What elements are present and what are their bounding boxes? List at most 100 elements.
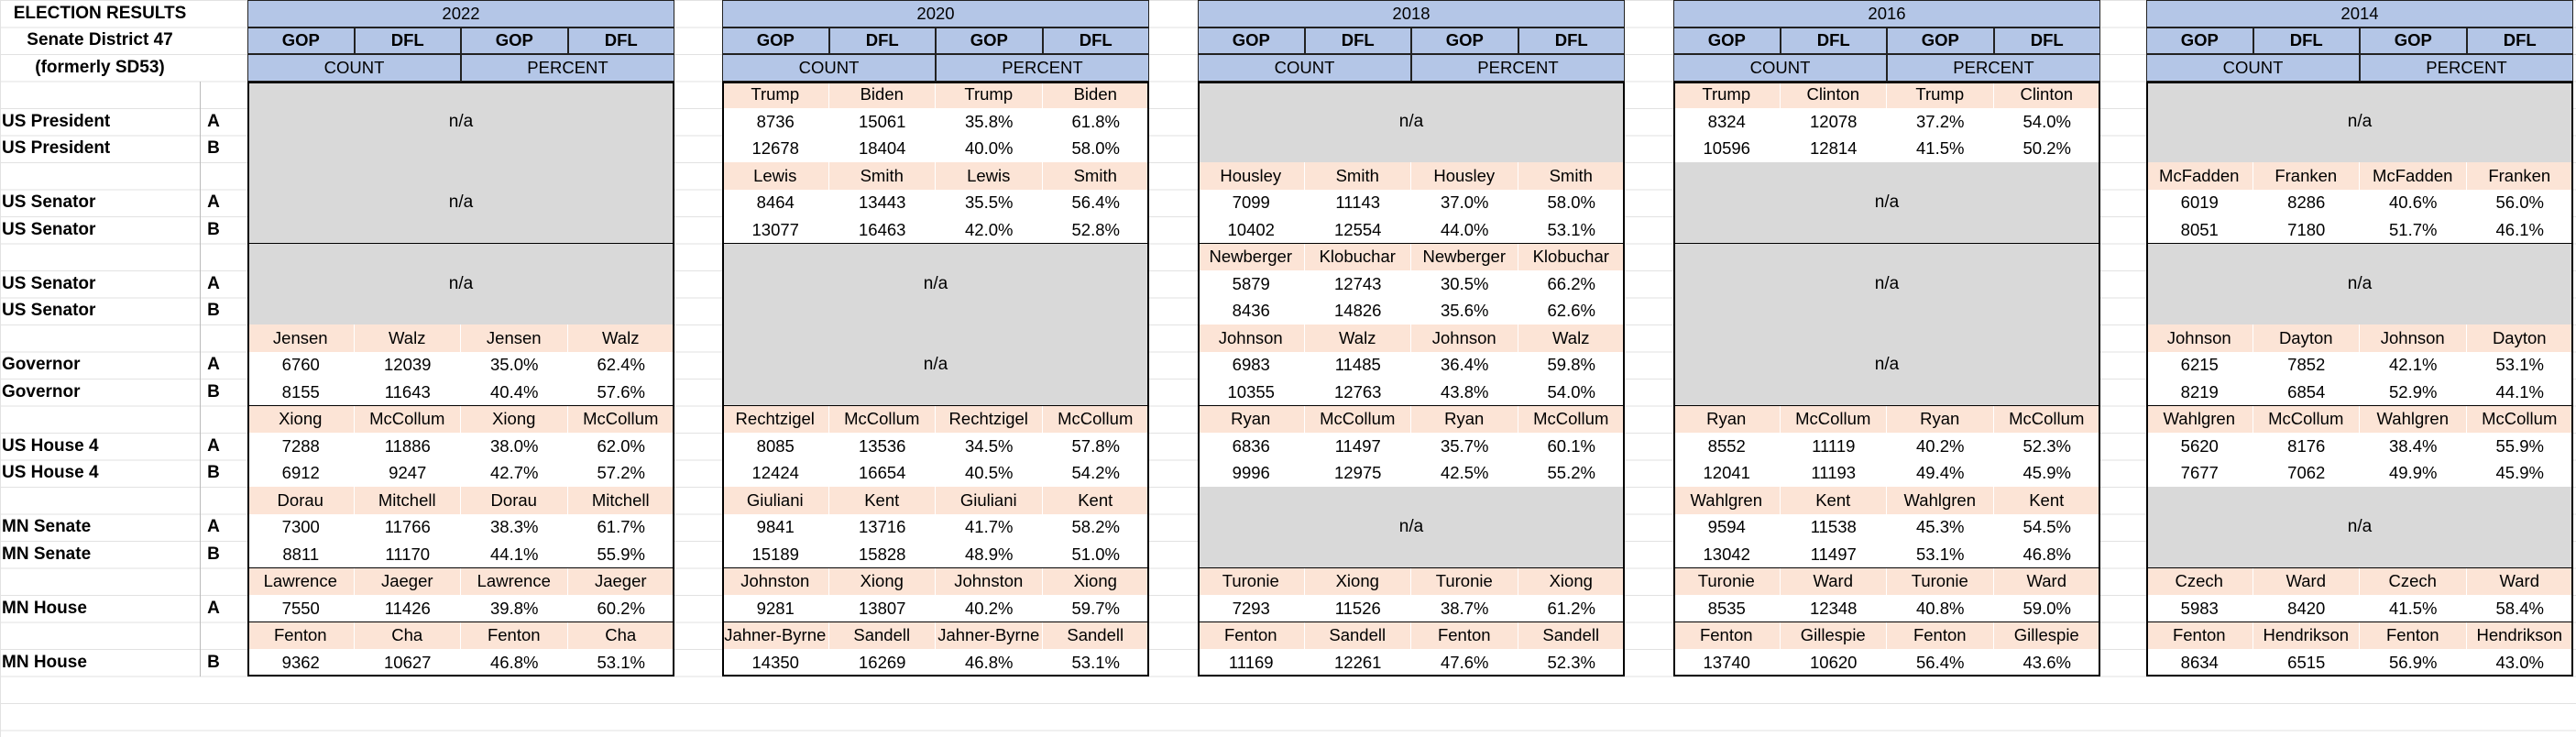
candidate-name[interactable]: Kent — [1993, 487, 2100, 514]
year-header[interactable]: 2022 — [247, 0, 674, 28]
candidate-name[interactable]: Mitchell — [567, 487, 674, 514]
result-value[interactable]: 12554 — [1304, 216, 1411, 244]
result-value[interactable]: 11170 — [354, 541, 461, 568]
candidate-name[interactable]: Biden — [828, 81, 936, 108]
subdistrict-label[interactable]: A — [207, 435, 220, 456]
result-value[interactable]: 45.9% — [2466, 459, 2573, 487]
candidate-name[interactable]: McCollum — [567, 405, 674, 433]
result-value[interactable]: 11497 — [1304, 433, 1411, 460]
not-available-cell[interactable]: n/a — [247, 243, 674, 324]
result-value[interactable]: 45.9% — [1993, 459, 2100, 487]
gop-header[interactable]: GOP — [1887, 27, 1994, 54]
result-value[interactable]: 12039 — [354, 351, 461, 379]
result-value[interactable]: 10620 — [1780, 649, 1887, 676]
result-value[interactable]: 53.1% — [1887, 541, 1994, 568]
result-value[interactable]: 51.7% — [2360, 216, 2467, 244]
candidate-name[interactable]: Fenton — [2146, 622, 2253, 649]
candidate-name[interactable]: Johnson — [1198, 324, 1305, 352]
result-value[interactable]: 6836 — [1198, 433, 1305, 460]
result-value[interactable]: 12814 — [1780, 135, 1887, 162]
result-value[interactable]: 59.0% — [1993, 595, 2100, 622]
gop-header[interactable]: GOP — [722, 27, 829, 54]
result-value[interactable]: 13042 — [1673, 541, 1781, 568]
result-value[interactable]: 42.5% — [1411, 459, 1518, 487]
sheet-title-line[interactable]: (formerly SD53) — [35, 57, 165, 77]
office-label[interactable]: US Senator — [2, 273, 96, 293]
result-value[interactable]: 11643 — [354, 379, 461, 406]
candidate-name[interactable]: Lewis — [936, 162, 1043, 190]
candidate-name[interactable]: Xiong — [247, 405, 355, 433]
result-value[interactable]: 57.2% — [567, 459, 674, 487]
result-value[interactable]: 58.2% — [1042, 513, 1149, 541]
dfl-header[interactable]: DFL — [1042, 27, 1149, 54]
not-available-cell[interactable]: n/a — [1198, 81, 1625, 162]
candidate-name[interactable]: Mitchell — [354, 487, 461, 514]
result-value[interactable]: 53.1% — [1042, 649, 1149, 676]
result-value[interactable]: 36.4% — [1411, 351, 1518, 379]
result-value[interactable]: 52.9% — [2360, 379, 2467, 406]
candidate-name[interactable]: Cha — [354, 622, 461, 649]
percent-header[interactable]: PERCENT — [1887, 54, 2100, 82]
not-available-cell[interactable]: n/a — [247, 81, 674, 162]
candidate-name[interactable]: Xiong — [1518, 567, 1625, 595]
candidate-name[interactable]: Ryan — [1887, 405, 1994, 433]
candidate-name[interactable]: Franken — [2466, 162, 2573, 190]
sheet-title-line[interactable]: Senate District 47 — [27, 30, 173, 50]
candidate-name[interactable]: Xiong — [1042, 567, 1149, 595]
candidate-name[interactable]: Cha — [567, 622, 674, 649]
candidate-name[interactable]: Rechtzigel — [722, 405, 829, 433]
result-value[interactable]: 10627 — [354, 649, 461, 676]
result-value[interactable]: 11485 — [1304, 351, 1411, 379]
candidate-name[interactable]: Ryan — [1411, 405, 1518, 433]
year-header[interactable]: 2020 — [722, 0, 1149, 28]
result-value[interactable]: 8176 — [2253, 433, 2360, 460]
year-header[interactable]: 2016 — [1673, 0, 2100, 28]
candidate-name[interactable]: Housley — [1198, 162, 1305, 190]
result-value[interactable]: 7300 — [247, 513, 355, 541]
result-value[interactable]: 56.4% — [1042, 189, 1149, 216]
subdistrict-label[interactable]: A — [207, 273, 220, 293]
result-value[interactable]: 9247 — [354, 459, 461, 487]
count-header[interactable]: COUNT — [722, 54, 936, 82]
candidate-name[interactable]: Johnston — [936, 567, 1043, 595]
result-value[interactable]: 49.9% — [2360, 459, 2467, 487]
result-value[interactable]: 60.1% — [1518, 433, 1625, 460]
office-label[interactable]: Governor — [2, 381, 81, 402]
result-value[interactable]: 15189 — [722, 541, 829, 568]
result-value[interactable]: 15828 — [828, 541, 936, 568]
candidate-name[interactable]: Giuliani — [722, 487, 829, 514]
result-value[interactable]: 48.9% — [936, 541, 1043, 568]
result-value[interactable]: 7288 — [247, 433, 355, 460]
result-value[interactable]: 13807 — [828, 595, 936, 622]
not-available-cell[interactable]: n/a — [247, 162, 674, 244]
dfl-header[interactable]: DFL — [1993, 27, 2100, 54]
candidate-name[interactable]: Sandell — [1304, 622, 1411, 649]
candidate-name[interactable]: Jaeger — [354, 567, 461, 595]
candidate-name[interactable]: Klobuchar — [1304, 243, 1411, 270]
office-label[interactable]: MN House — [2, 598, 87, 618]
result-value[interactable]: 11119 — [1780, 433, 1887, 460]
result-value[interactable]: 61.7% — [567, 513, 674, 541]
result-value[interactable]: 8155 — [247, 379, 355, 406]
candidate-name[interactable]: Trump — [722, 81, 829, 108]
result-value[interactable]: 7180 — [2253, 216, 2360, 244]
result-value[interactable]: 8535 — [1673, 595, 1781, 622]
candidate-name[interactable]: Fenton — [461, 622, 568, 649]
result-value[interactable]: 44.0% — [1411, 216, 1518, 244]
result-value[interactable]: 8464 — [722, 189, 829, 216]
not-available-cell[interactable]: n/a — [1673, 243, 2100, 324]
candidate-name[interactable]: McFadden — [2146, 162, 2253, 190]
office-label[interactable]: Governor — [2, 355, 81, 375]
gop-header[interactable]: GOP — [2146, 27, 2253, 54]
result-value[interactable]: 30.5% — [1411, 270, 1518, 298]
subdistrict-label[interactable]: B — [207, 138, 220, 159]
result-value[interactable]: 56.4% — [1887, 649, 1994, 676]
result-value[interactable]: 38.7% — [1411, 595, 1518, 622]
result-value[interactable]: 35.7% — [1411, 433, 1518, 460]
result-value[interactable]: 11193 — [1780, 459, 1887, 487]
candidate-name[interactable]: Johnston — [722, 567, 829, 595]
not-available-cell[interactable]: n/a — [1198, 487, 1625, 568]
candidate-name[interactable]: Fenton — [1411, 622, 1518, 649]
candidate-name[interactable]: McCollum — [1042, 405, 1149, 433]
candidate-name[interactable]: Johnson — [2360, 324, 2467, 352]
